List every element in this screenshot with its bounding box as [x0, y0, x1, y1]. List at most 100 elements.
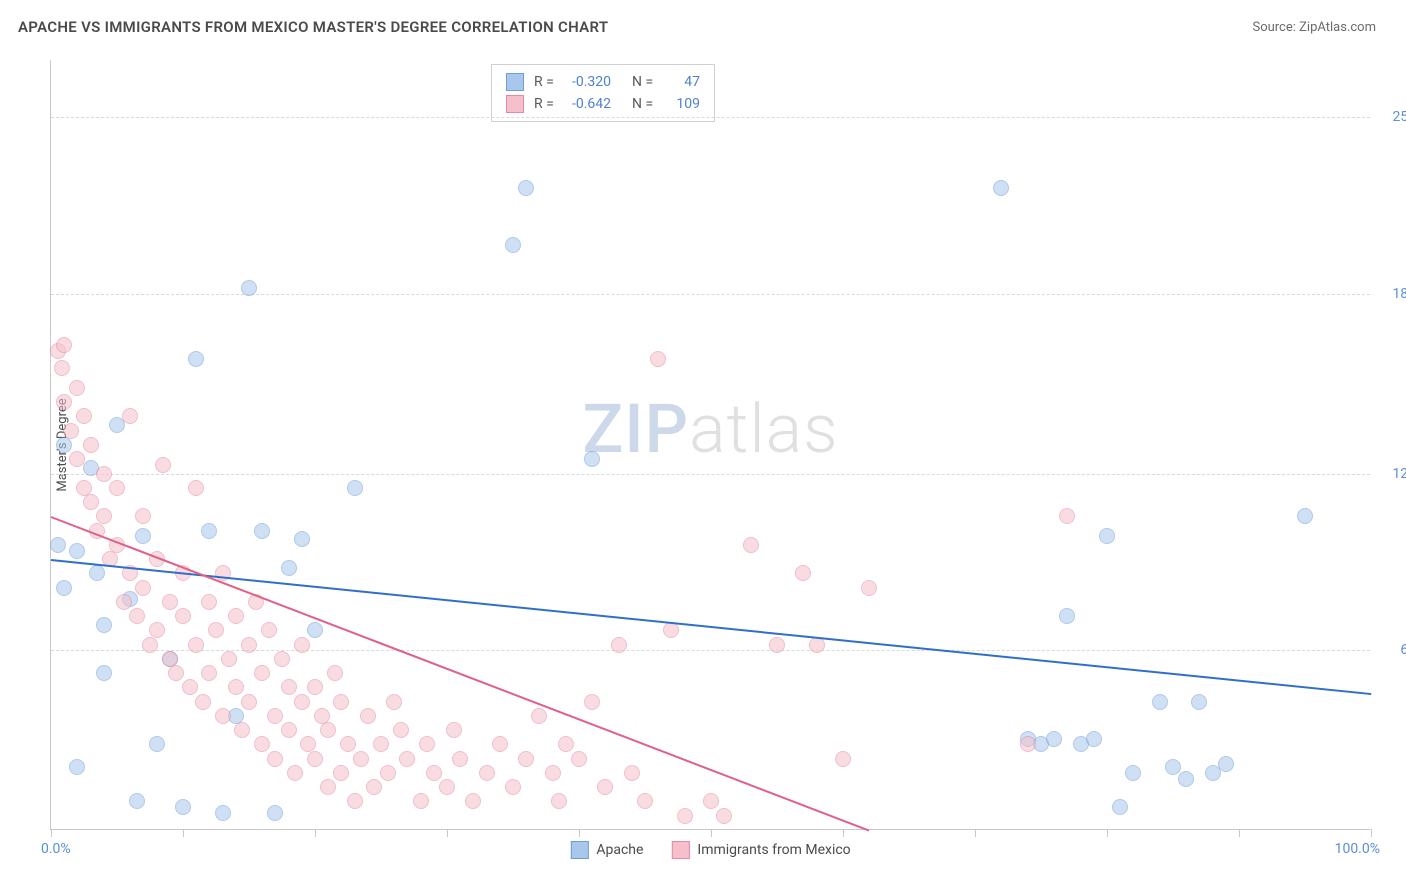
data-point	[518, 751, 534, 767]
x-tick	[315, 829, 316, 837]
legend: Apache Immigrants from Mexico	[570, 841, 850, 859]
data-point	[241, 637, 257, 653]
data-point	[56, 394, 72, 410]
data-point	[1152, 694, 1168, 710]
data-point	[716, 808, 732, 824]
data-point	[281, 722, 297, 738]
data-point	[96, 617, 112, 633]
data-point	[399, 751, 415, 767]
data-point	[109, 480, 125, 496]
data-point	[505, 779, 521, 795]
chart-header: APACHE VS IMMIGRANTS FROM MEXICO MASTER'…	[0, 0, 1406, 46]
data-point	[96, 466, 112, 482]
data-point	[175, 608, 191, 624]
legend-item: Immigrants from Mexico	[671, 841, 850, 859]
data-point	[149, 736, 165, 752]
data-point	[413, 793, 429, 809]
data-point	[56, 337, 72, 353]
x-tick	[447, 829, 448, 837]
stat-n-label: N =	[632, 74, 660, 90]
data-point	[663, 622, 679, 638]
data-point	[386, 694, 402, 710]
data-point	[452, 751, 468, 767]
data-point	[201, 594, 217, 610]
data-point	[380, 765, 396, 781]
data-point	[1020, 736, 1036, 752]
data-point	[366, 779, 382, 795]
data-point	[267, 708, 283, 724]
data-point	[135, 528, 151, 544]
data-point	[63, 423, 79, 439]
data-point	[241, 694, 257, 710]
correlation-stats-box: R =-0.320N =47R =-0.642N =109	[491, 64, 715, 122]
data-point	[129, 608, 145, 624]
data-point	[1046, 731, 1062, 747]
data-point	[479, 765, 495, 781]
stat-row: R =-0.642N =109	[506, 93, 700, 115]
data-point	[743, 537, 759, 553]
data-point	[307, 751, 323, 767]
data-point	[1059, 608, 1075, 624]
data-point	[551, 793, 567, 809]
data-point	[215, 708, 231, 724]
data-point	[353, 751, 369, 767]
stat-row: R =-0.320N =47	[506, 71, 700, 93]
stat-swatch	[506, 73, 524, 91]
data-point	[89, 565, 105, 581]
data-point	[446, 722, 462, 738]
data-point	[307, 622, 323, 638]
trend-line	[51, 559, 1371, 695]
stat-r-label: R =	[534, 74, 562, 90]
data-point	[294, 637, 310, 653]
data-point	[56, 437, 72, 453]
data-point	[254, 523, 270, 539]
data-point	[69, 543, 85, 559]
data-point	[294, 694, 310, 710]
data-point	[122, 408, 138, 424]
data-point	[254, 665, 270, 681]
data-point	[518, 180, 534, 196]
data-point	[96, 508, 112, 524]
x-tick	[1371, 829, 1372, 837]
data-point	[162, 594, 178, 610]
data-point	[584, 694, 600, 710]
data-point	[135, 508, 151, 524]
data-point	[1191, 694, 1207, 710]
x-tick	[843, 829, 844, 837]
data-point	[1086, 731, 1102, 747]
data-point	[201, 665, 217, 681]
data-point	[274, 651, 290, 667]
data-point	[419, 736, 435, 752]
data-point	[492, 736, 508, 752]
data-point	[545, 765, 561, 781]
data-point	[155, 457, 171, 473]
data-point	[1218, 756, 1234, 772]
x-tick	[579, 829, 580, 837]
y-tick-label: 18.8%	[1375, 286, 1406, 302]
data-point	[96, 665, 112, 681]
data-point	[531, 708, 547, 724]
gridline	[51, 117, 1370, 118]
data-point	[281, 560, 297, 576]
data-point	[333, 694, 349, 710]
data-point	[294, 531, 310, 547]
x-axis-min-label: 0.0%	[41, 841, 71, 857]
data-point	[465, 793, 481, 809]
watermark-atlas: atlas	[689, 389, 839, 469]
watermark: ZIPatlas	[582, 389, 838, 469]
legend-label: Apache	[596, 842, 643, 858]
x-tick	[1107, 829, 1108, 837]
data-point	[129, 793, 145, 809]
data-point	[195, 694, 211, 710]
data-point	[234, 722, 250, 738]
legend-swatch	[570, 841, 588, 859]
data-point	[327, 665, 343, 681]
data-point	[208, 622, 224, 638]
data-point	[175, 799, 191, 815]
data-point	[307, 679, 323, 695]
data-point	[1165, 759, 1181, 775]
data-point	[769, 637, 785, 653]
legend-item: Apache	[570, 841, 643, 859]
data-point	[571, 751, 587, 767]
x-axis-max-label: 100.0%	[1335, 841, 1380, 857]
